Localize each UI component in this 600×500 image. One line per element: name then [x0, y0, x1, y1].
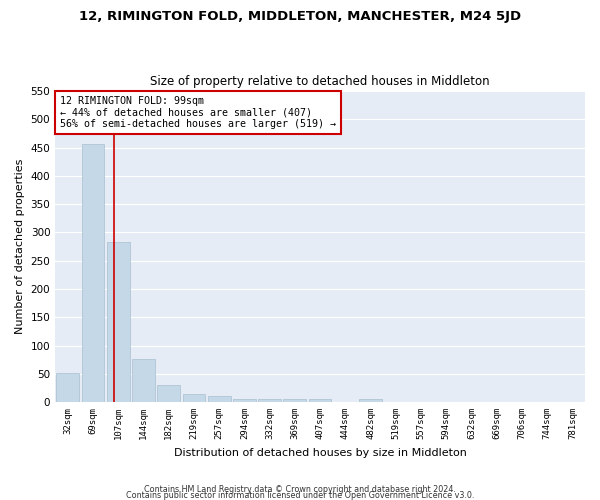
Bar: [182, 394, 205, 402]
Bar: [56, 372, 79, 402]
Text: Contains public sector information licensed under the Open Government Licence v3: Contains public sector information licen…: [126, 490, 474, 500]
Bar: [107, 242, 130, 402]
Bar: [233, 399, 256, 402]
Bar: [132, 358, 155, 402]
Bar: [258, 398, 281, 402]
X-axis label: Distribution of detached houses by size in Middleton: Distribution of detached houses by size …: [173, 448, 467, 458]
Title: Size of property relative to detached houses in Middleton: Size of property relative to detached ho…: [150, 76, 490, 88]
Bar: [82, 144, 104, 402]
Text: Contains HM Land Registry data © Crown copyright and database right 2024.: Contains HM Land Registry data © Crown c…: [144, 484, 456, 494]
Bar: [157, 384, 180, 402]
Bar: [208, 396, 230, 402]
Y-axis label: Number of detached properties: Number of detached properties: [15, 159, 25, 334]
Text: 12 RIMINGTON FOLD: 99sqm
← 44% of detached houses are smaller (407)
56% of semi-: 12 RIMINGTON FOLD: 99sqm ← 44% of detach…: [61, 96, 337, 129]
Bar: [283, 398, 306, 402]
Bar: [359, 399, 382, 402]
Bar: [309, 399, 331, 402]
Text: 12, RIMINGTON FOLD, MIDDLETON, MANCHESTER, M24 5JD: 12, RIMINGTON FOLD, MIDDLETON, MANCHESTE…: [79, 10, 521, 23]
